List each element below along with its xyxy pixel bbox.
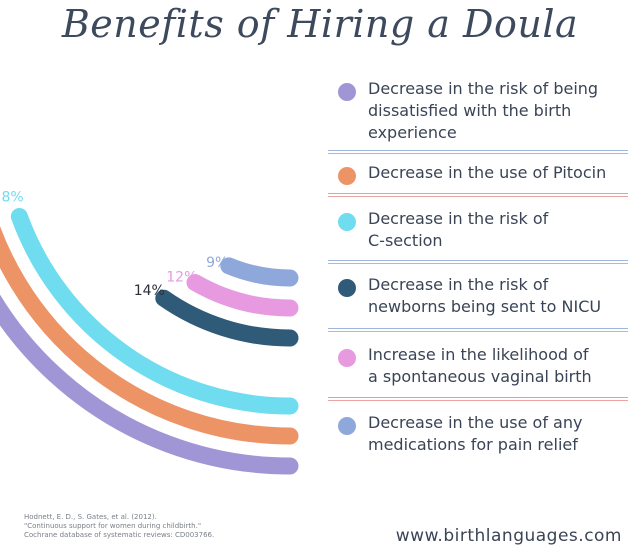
radial-bar-1 <box>0 226 299 445</box>
legend-item: Decrease in the risk of being dissatisfie… <box>328 78 628 154</box>
legend-label-line: medications for pain relief <box>368 435 578 454</box>
radial-bar-2 <box>10 208 299 415</box>
legend-item: Increase in the likelihood of a spontaneo… <box>328 344 628 401</box>
legend-label: Decrease in the risk of newborns being se… <box>368 274 628 318</box>
legend-item: Decrease in the use of Pitocin <box>328 162 628 197</box>
legend-label: Decrease in the use of Pitocin <box>368 162 628 184</box>
value-label-2: 28% <box>0 190 24 206</box>
legend-swatch <box>338 83 356 101</box>
divider <box>328 331 628 332</box>
legend-label: Decrease in the risk of C-section <box>368 208 628 252</box>
divider <box>328 328 628 329</box>
legend-label-line: a spontaneous vaginal birth <box>368 367 592 386</box>
chart-title: Benefits of Hiring a Doula <box>61 2 579 46</box>
legend-label-line: Increase in the likelihood of <box>368 345 589 364</box>
divider <box>328 196 628 197</box>
legend-item: Decrease in the risk of newborns being se… <box>328 274 628 332</box>
radial-bar-0 <box>0 294 299 475</box>
radial-bar-5 <box>220 257 299 287</box>
legend-label: Increase in the likelihood of a spontaneo… <box>368 344 628 388</box>
divider <box>328 397 628 398</box>
divider <box>328 263 628 264</box>
legend-label-line: experience <box>368 123 457 142</box>
website-url: www.birthlanguages.com <box>395 526 622 546</box>
legend-label-line: Decrease in the risk of <box>368 275 549 294</box>
legend-swatch <box>338 213 356 231</box>
legend-label-line: Decrease in the use of Pitocin <box>368 163 607 182</box>
legend: Decrease in the risk of being dissatisfie… <box>328 78 628 464</box>
legend-label-line: Decrease in the risk of <box>368 209 549 228</box>
radial-bar-4 <box>186 274 299 317</box>
legend-label-line: C-section <box>368 231 443 250</box>
divider <box>328 153 628 154</box>
citation-line: Hodnett, E. D., S. Gates, et al. (2012). <box>24 513 157 521</box>
citation-line: Cochrane database of systematic reviews:… <box>24 531 215 539</box>
value-label-5: 9% <box>206 255 228 271</box>
divider <box>328 193 628 194</box>
divider <box>328 260 628 261</box>
legend-label: Decrease in the use of any medications fo… <box>368 412 628 456</box>
legend-item: Decrease in the risk of C-section <box>328 208 628 264</box>
legend-label-line: Decrease in the use of any <box>368 413 583 432</box>
divider <box>328 400 628 401</box>
value-label-4: 12% <box>166 269 197 285</box>
legend-item: Decrease in the use of any medications fo… <box>338 412 628 456</box>
legend-label-line: Decrease in the risk of being <box>368 79 599 98</box>
citation: Hodnett, E. D., S. Gates, et al. (2012).… <box>24 513 304 540</box>
radial-bar-3 <box>155 289 299 347</box>
legend-swatch <box>338 349 356 367</box>
divider <box>328 150 628 151</box>
legend-label-line: newborns being sent to NICU <box>368 297 602 316</box>
legend-label-line: dissatisfied with the birth <box>368 101 572 120</box>
legend-swatch <box>338 279 356 297</box>
legend-swatch <box>338 167 356 185</box>
citation-line: "Continuous support for women during chi… <box>24 522 202 530</box>
value-label-3: 14% <box>134 283 165 299</box>
legend-swatch <box>338 417 356 435</box>
legend-label: Decrease in the risk of being dissatisfie… <box>368 78 628 144</box>
